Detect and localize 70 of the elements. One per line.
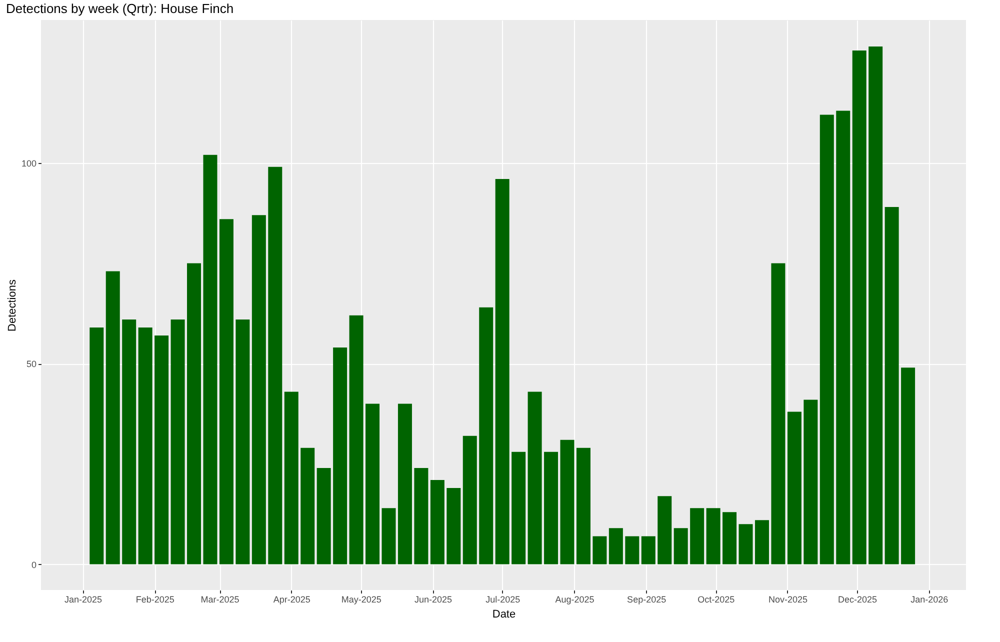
bar: [252, 215, 266, 564]
bar: [901, 368, 916, 564]
bar: [284, 392, 298, 564]
y-axis-title: Detections: [6, 279, 18, 332]
bar: [576, 448, 590, 564]
bar: [462, 436, 477, 564]
bar: [479, 307, 494, 564]
y-tick-label: 0: [31, 560, 36, 570]
bar: [446, 488, 461, 564]
bar: [366, 404, 380, 564]
bar: [90, 327, 104, 564]
bar: [608, 528, 623, 564]
bar: [138, 327, 152, 564]
bar: [430, 480, 444, 564]
x-tick-label: Apr-2025: [273, 594, 310, 604]
bar: [106, 271, 120, 564]
bar: [122, 319, 136, 564]
bar: [495, 178, 510, 564]
bar: [592, 536, 607, 564]
x-tick-label: Jul-2025: [486, 594, 520, 604]
x-tick-label: Mar-2025: [200, 594, 240, 604]
bar: [560, 440, 574, 564]
bar: [625, 536, 640, 564]
bar: [414, 468, 428, 564]
bar: [154, 336, 169, 564]
x-tick-label: Jun-2025: [414, 594, 452, 604]
bar: [528, 392, 542, 564]
bar: [771, 263, 786, 564]
bar: [333, 348, 348, 564]
bar: [738, 524, 753, 564]
y-tick-label: 100: [21, 158, 36, 168]
x-tick-label: Aug-2025: [555, 594, 594, 604]
bar: [382, 508, 396, 564]
bar: [236, 319, 250, 564]
bar: [706, 508, 720, 564]
x-tick-label: Jan-2025: [64, 594, 102, 604]
bar: [203, 154, 218, 564]
bar: [170, 319, 185, 564]
x-axis-title: Date: [492, 608, 516, 620]
bar: [722, 512, 737, 564]
bar: [316, 468, 331, 564]
y-tick-label: 50: [26, 359, 36, 370]
bar: [852, 50, 866, 564]
bar: [219, 219, 234, 564]
bar: [787, 412, 802, 564]
bar: [674, 528, 688, 564]
bar: [641, 536, 656, 564]
bar: [884, 207, 899, 564]
bar: [187, 263, 202, 564]
bar: [820, 114, 834, 564]
bar: [836, 110, 850, 564]
bar: [512, 452, 526, 564]
x-tick-label: Nov-2025: [768, 594, 808, 604]
bar: [349, 315, 364, 564]
bar: [804, 400, 818, 564]
bar: [398, 404, 412, 564]
bar: [690, 508, 704, 564]
x-tick-label: Sep-2025: [627, 594, 666, 604]
x-tick-label: May-2025: [341, 594, 382, 604]
bar: [268, 166, 282, 564]
x-tick-label: Oct-2025: [698, 594, 735, 604]
x-tick-label: Jan-2026: [910, 594, 948, 604]
bar: [658, 496, 672, 564]
bar: [868, 46, 883, 564]
x-tick-label: Feb-2025: [136, 594, 174, 604]
bar: [300, 448, 315, 564]
bar: [544, 452, 558, 564]
chart-title: Detections by week (Qrtr): House Finch: [6, 1, 234, 16]
x-tick-label: Dec-2025: [838, 594, 878, 604]
bar: [754, 520, 769, 564]
